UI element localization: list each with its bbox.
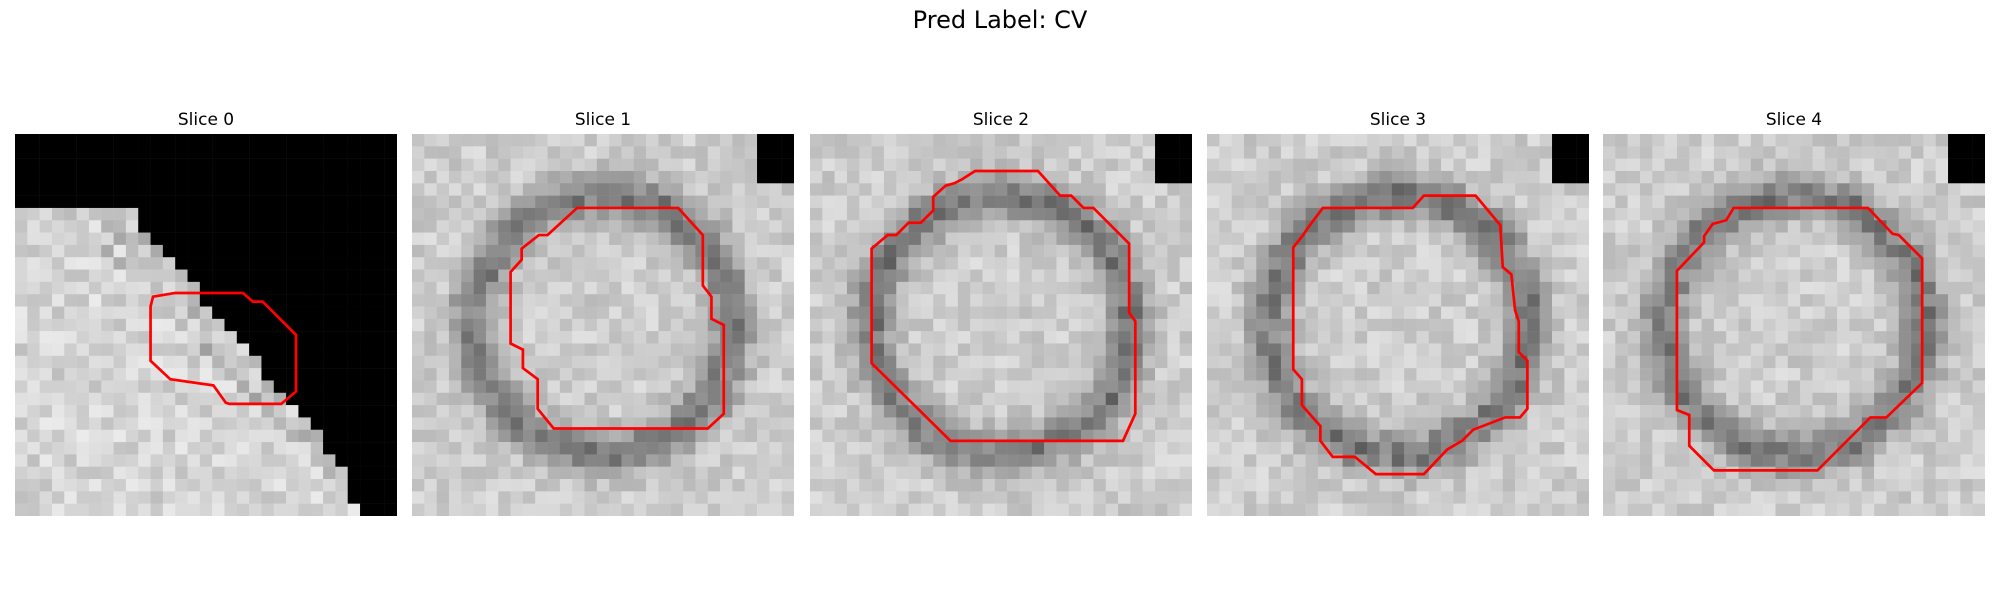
slice-image — [15, 134, 397, 516]
panel-title: Slice 3 — [1369, 110, 1427, 130]
segmentation-contour — [149, 291, 298, 406]
figure-title: Pred Label: CV — [912, 6, 1088, 34]
slice-canvas — [1603, 134, 1985, 516]
segmentation-contour — [1291, 194, 1529, 476]
segmentation-contour — [1675, 206, 1924, 472]
panel-title: Slice 2 — [972, 110, 1030, 130]
slice-image — [1207, 134, 1589, 516]
panel-slice-1: Slice 1 — [412, 108, 794, 516]
slice-canvas — [810, 134, 1192, 516]
panel-slice-0: Slice 0 — [15, 108, 397, 516]
slice-canvas — [1207, 134, 1589, 516]
segmentation-contour — [870, 169, 1137, 443]
panel-slice-3: Slice 3 — [1207, 108, 1589, 516]
slice-canvas — [412, 134, 794, 516]
segmentation-contour — [509, 206, 726, 430]
panel-title: Slice 0 — [177, 110, 235, 130]
panel-slice-2: Slice 2 — [810, 108, 1192, 516]
panel-title: Slice 4 — [1765, 110, 1823, 130]
slice-image — [810, 134, 1192, 516]
slice-image — [1603, 134, 1985, 516]
panel-title: Slice 1 — [574, 110, 632, 130]
slice-image — [412, 134, 794, 516]
panel-slice-4: Slice 4 — [1603, 108, 1985, 516]
slice-canvas — [15, 134, 397, 516]
